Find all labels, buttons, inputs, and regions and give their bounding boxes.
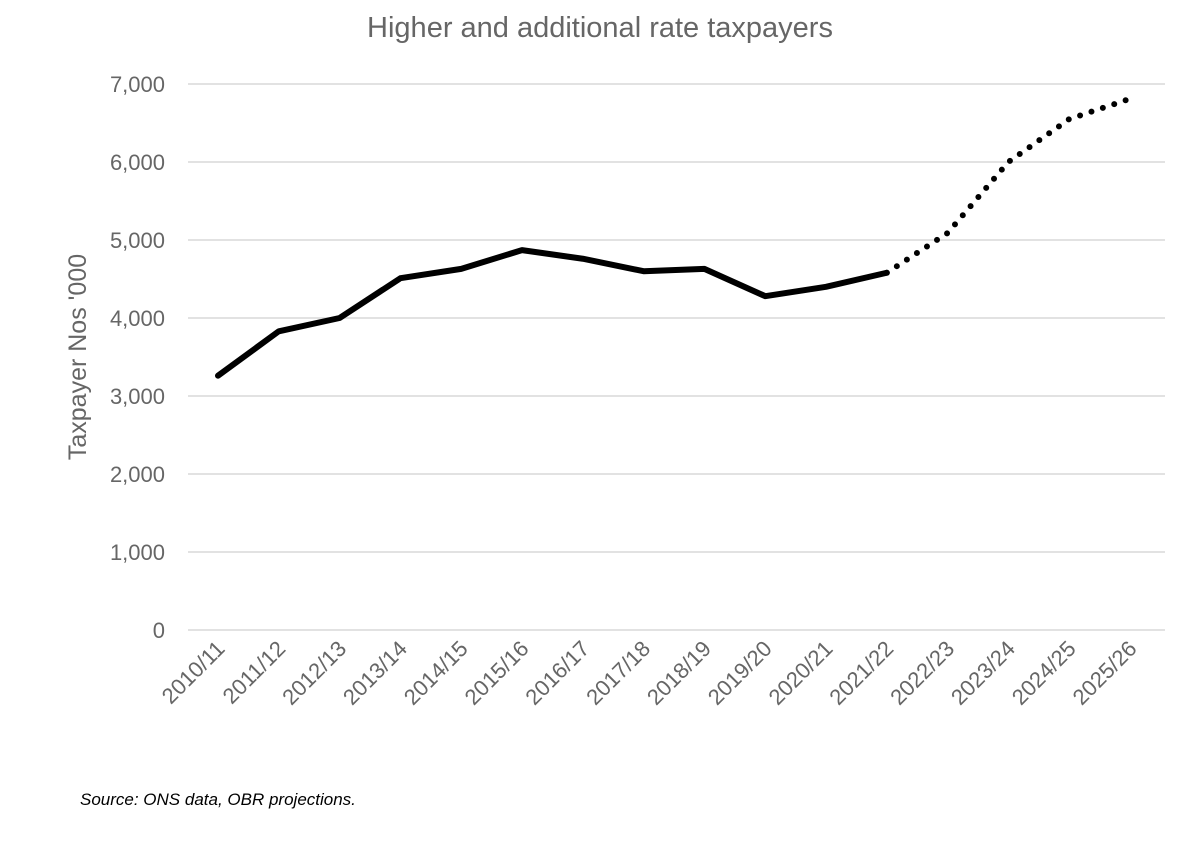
- y-tick-label: 4,000: [110, 306, 165, 331]
- x-tick-label: 2020/21: [764, 636, 838, 710]
- y-tick-label: 0: [153, 618, 165, 643]
- x-tick-label: 2015/16: [460, 636, 534, 710]
- y-tick-label: 2,000: [110, 462, 165, 487]
- x-tick-label: 2025/26: [1068, 636, 1142, 710]
- chart-title: Higher and additional rate taxpayers: [367, 12, 833, 44]
- x-tick-label: 2014/15: [399, 636, 473, 710]
- x-tick-label: 2017/18: [581, 636, 655, 710]
- x-tick-label: 2023/24: [946, 636, 1020, 710]
- x-tick-label: 2013/14: [338, 636, 412, 710]
- x-tick-label: 2018/19: [642, 636, 716, 710]
- x-tick-label: 2011/12: [218, 636, 291, 709]
- x-tick-label: 2022/23: [885, 636, 959, 710]
- actual-line: [215, 247, 890, 379]
- y-tick-label: 5,000: [110, 228, 165, 253]
- y-tick-label: 3,000: [110, 384, 165, 409]
- x-tick-label: 2019/20: [703, 636, 777, 710]
- y-axis-label: Taxpayer Nos '000: [64, 254, 92, 460]
- x-tick-label: 2016/17: [520, 636, 594, 710]
- y-tick-label: 1,000: [110, 540, 165, 565]
- x-tick-label: 2012/13: [277, 636, 351, 710]
- y-tick-label: 7,000: [110, 72, 165, 97]
- projection-line: [883, 95, 1133, 276]
- source-note: Source: ONS data, OBR projections.: [80, 790, 356, 809]
- x-tick-label: 2010/11: [157, 636, 230, 709]
- y-tick-label: 6,000: [110, 150, 165, 175]
- x-tick-label: 2021/22: [824, 636, 898, 710]
- x-tick-label: 2024/25: [1007, 636, 1081, 710]
